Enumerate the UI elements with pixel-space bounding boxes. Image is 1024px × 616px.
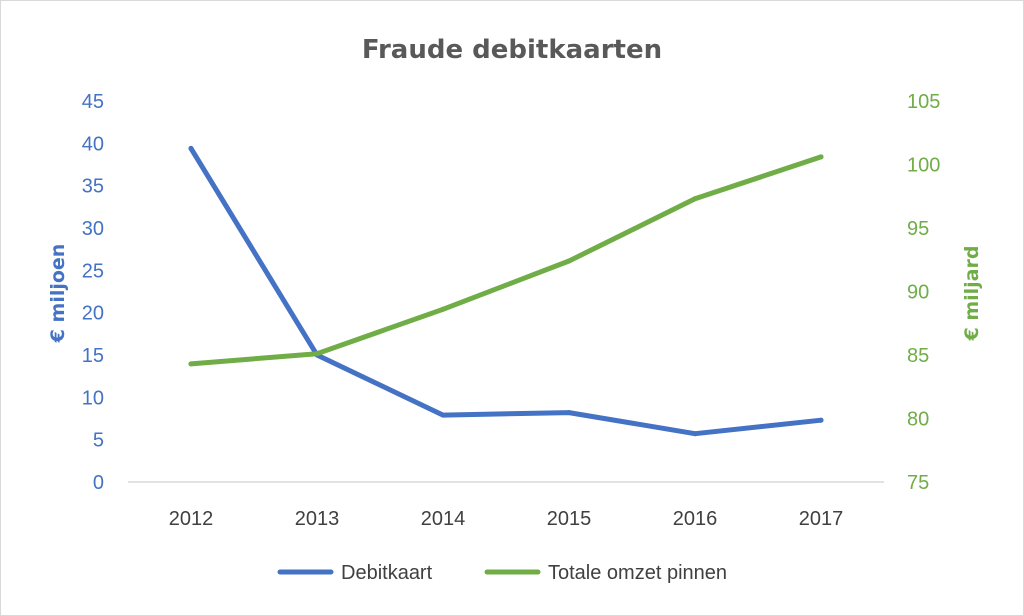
x-tick-label: 2016 <box>673 508 718 530</box>
x-tick-label: 2013 <box>295 508 340 530</box>
x-tick-label: 2014 <box>421 508 466 530</box>
series-line-2 <box>188 154 824 367</box>
data-point <box>188 145 194 151</box>
chart-title: Fraude debitkaarten <box>362 35 662 65</box>
data-point <box>692 196 698 202</box>
data-point <box>314 351 320 357</box>
y-left-tick-label: 30 <box>82 218 104 240</box>
y-axis-left-label: € miljoen <box>47 244 69 344</box>
y-right-tick-label: 105 <box>907 91 940 113</box>
data-point <box>566 410 572 416</box>
y-left-tick-label: 15 <box>82 345 104 367</box>
data-point <box>692 431 698 437</box>
legend-label: Totale omzet pinnen <box>548 562 727 584</box>
y-right-tick-label: 95 <box>907 218 929 240</box>
data-point <box>440 306 446 312</box>
legend-label: Debitkaart <box>341 562 433 584</box>
y-left-tick-label: 5 <box>93 430 104 452</box>
y-left-tick-label: 20 <box>82 303 104 325</box>
data-point <box>188 361 194 367</box>
y-left-tick-label: 25 <box>82 260 104 282</box>
y-left-tick-label: 35 <box>82 176 104 198</box>
x-tick-label: 2012 <box>169 508 214 530</box>
y-right-tick-label: 100 <box>907 155 940 177</box>
plot-area: 0 5 10 15 20 25 30 35 40 45 75 80 85 90 95 100 105 2012 20… <box>82 91 941 530</box>
y-right-tick-label: 85 <box>907 345 929 367</box>
x-tick-label: 2015 <box>547 508 592 530</box>
y-left-tick-label: 0 <box>93 472 104 494</box>
data-point <box>818 417 824 423</box>
y-left-tick-label: 45 <box>82 91 104 113</box>
legend: Debitkaart Totale omzet pinnen <box>277 562 727 584</box>
series-line-1 <box>188 145 824 437</box>
data-point <box>818 154 824 160</box>
y-right-tick-label: 80 <box>907 409 929 431</box>
x-tick-label: 2017 <box>799 508 844 530</box>
data-point <box>566 258 572 264</box>
y-right-tick-label: 90 <box>907 282 929 304</box>
y-left-tick-label: 10 <box>82 387 104 409</box>
y-left-tick-label: 40 <box>82 133 104 155</box>
y-axis-right-label: € miljard <box>961 246 983 342</box>
data-point <box>440 412 446 418</box>
y-right-tick-label: 75 <box>907 472 929 494</box>
